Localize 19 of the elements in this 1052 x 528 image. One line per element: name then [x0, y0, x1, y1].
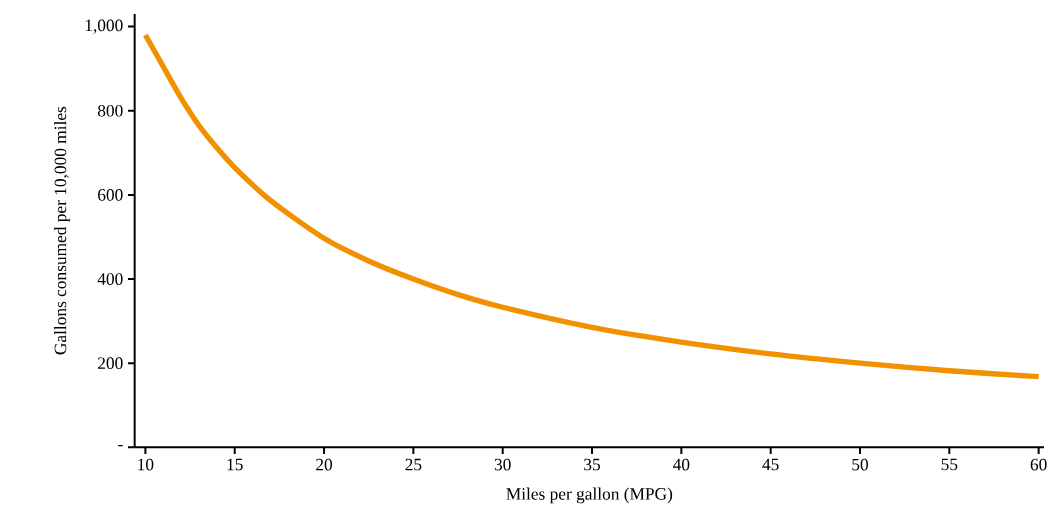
y-tick-label: 400 — [97, 273, 123, 285]
y-tick-label: - — [118, 444, 123, 447]
y-tick-label: 1,000 — [85, 19, 123, 34]
y-tick-label: 200 — [98, 357, 123, 370]
x-tick-label: 25 — [405, 458, 422, 471]
x-tick-label: 20 — [316, 458, 333, 471]
x-axis-title: Miles per gallon (MPG) — [506, 487, 673, 504]
x-tick-label: 55 — [941, 458, 958, 471]
x-tick-label: 30 — [494, 458, 511, 471]
y-tick-label: 800 — [97, 104, 123, 117]
x-tick-label: 50 — [852, 458, 869, 471]
x-tick-label: 45 — [762, 458, 779, 471]
x-tick-label: 35 — [584, 458, 601, 471]
y-tick-label: 600 — [98, 189, 123, 201]
x-tick-label: 10 — [138, 458, 154, 471]
x-tick-label: 60 — [1030, 458, 1047, 471]
x-tick-label: 15 — [227, 458, 243, 471]
x-tick-label: 40 — [673, 458, 690, 471]
y-axis-title: Gallons consumed per 10,000 miles — [54, 106, 70, 355]
